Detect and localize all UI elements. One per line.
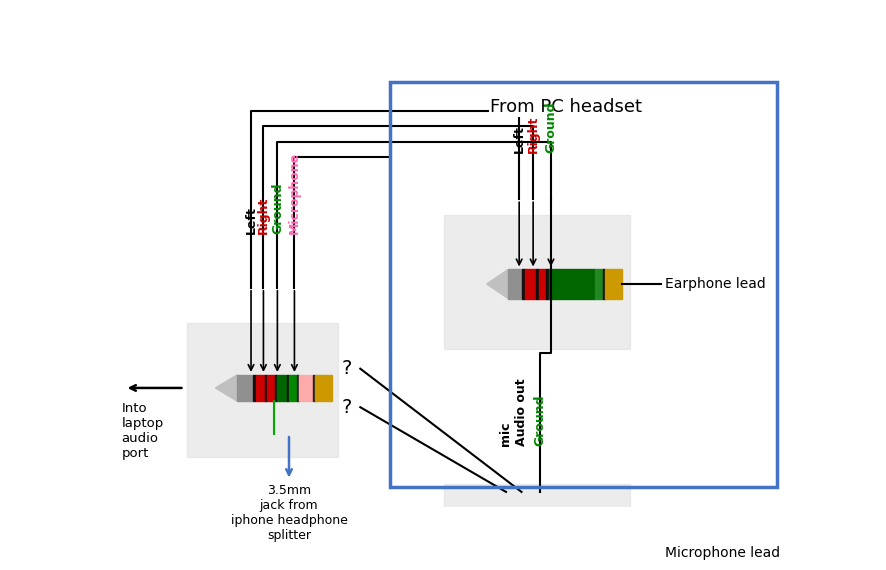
Bar xyxy=(536,270,539,299)
Text: ?: ? xyxy=(342,359,353,378)
Bar xyxy=(253,375,256,401)
Bar xyxy=(444,484,630,570)
Bar xyxy=(547,539,548,568)
Bar xyxy=(548,539,595,568)
Bar xyxy=(237,375,253,401)
Text: Ground: Ground xyxy=(545,101,557,153)
Bar xyxy=(444,215,630,349)
Bar xyxy=(390,82,777,487)
Text: Earphone lead: Earphone lead xyxy=(664,277,766,291)
Text: Microphone lead: Microphone lead xyxy=(664,547,780,560)
Bar xyxy=(275,375,277,401)
Bar xyxy=(522,539,525,568)
Bar xyxy=(315,375,332,401)
Bar xyxy=(268,375,275,401)
Text: Ground: Ground xyxy=(533,394,547,446)
Text: Into
laptop
audio
port: Into laptop audio port xyxy=(121,402,164,460)
Text: 3.5mm
jack from
iphone headphone
splitter: 3.5mm jack from iphone headphone splitte… xyxy=(230,484,347,542)
Text: Right: Right xyxy=(257,197,270,234)
Bar xyxy=(525,539,536,568)
Bar xyxy=(525,270,536,299)
Bar xyxy=(297,375,299,401)
Text: Left: Left xyxy=(245,206,258,234)
Bar xyxy=(256,375,265,401)
Bar xyxy=(595,270,602,299)
Bar xyxy=(605,270,622,299)
Text: Ground: Ground xyxy=(271,182,284,234)
Bar xyxy=(547,270,548,299)
Text: ?: ? xyxy=(342,398,353,417)
Text: Audio out: Audio out xyxy=(515,378,528,446)
Text: From PC headset: From PC headset xyxy=(491,97,642,116)
Polygon shape xyxy=(486,539,509,568)
Bar xyxy=(595,539,602,568)
Text: Left: Left xyxy=(513,125,525,153)
Bar xyxy=(313,375,315,401)
Bar xyxy=(539,270,547,299)
Bar xyxy=(548,270,595,299)
Bar xyxy=(509,539,522,568)
Bar xyxy=(265,375,268,401)
Bar xyxy=(509,270,522,299)
Text: Right: Right xyxy=(526,116,540,153)
Text: mic: mic xyxy=(500,421,512,446)
Bar xyxy=(536,539,539,568)
Bar xyxy=(287,375,289,401)
Text: Microphone: Microphone xyxy=(288,152,301,234)
Bar xyxy=(605,539,622,568)
Bar xyxy=(602,539,605,568)
Polygon shape xyxy=(215,375,237,401)
Bar xyxy=(602,270,605,299)
Bar xyxy=(187,323,338,457)
Bar xyxy=(289,375,297,401)
Bar xyxy=(539,539,547,568)
Bar xyxy=(522,270,525,299)
Bar xyxy=(277,375,287,401)
Bar xyxy=(299,375,313,401)
Polygon shape xyxy=(486,270,509,299)
